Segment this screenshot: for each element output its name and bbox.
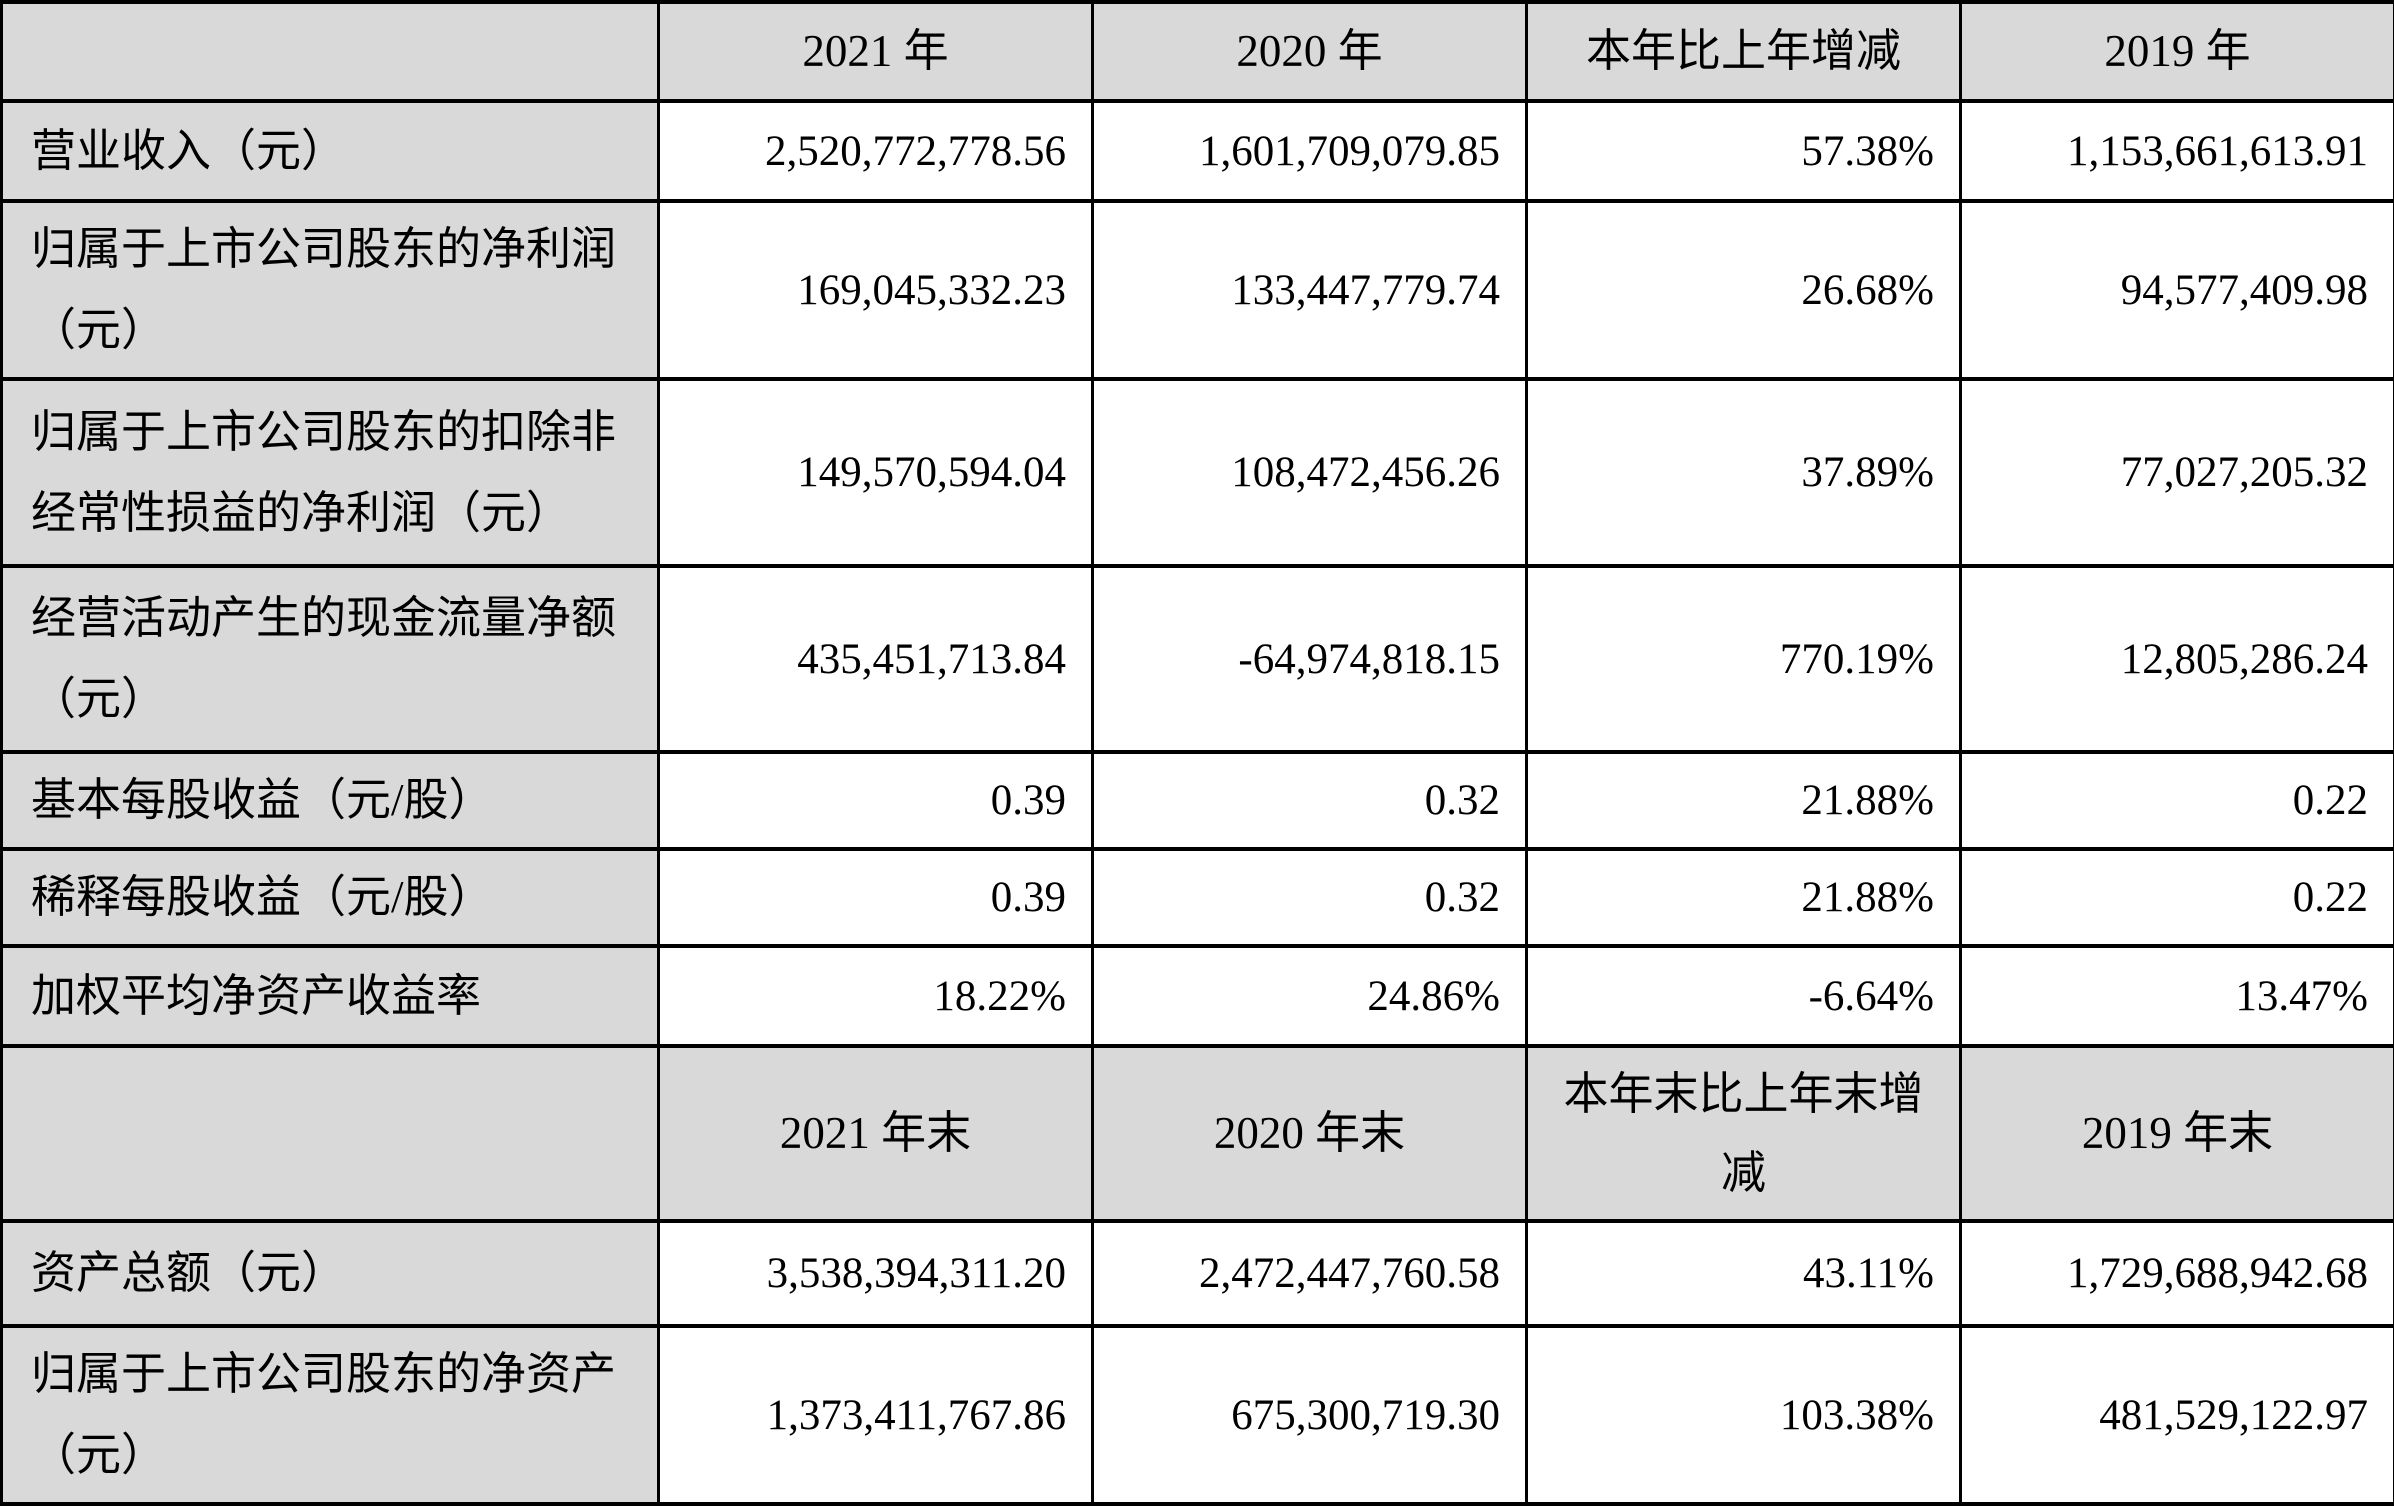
cell-value: -64,974,818.15 — [1093, 566, 1527, 752]
cell-value: 675,300,719.30 — [1093, 1326, 1527, 1504]
table-row-basic-eps: 基本每股收益（元/股） 0.39 0.32 21.88% 0.22 — [2, 752, 2394, 849]
cell-value: 43.11% — [1527, 1221, 1961, 1326]
cell-value: 3,538,394,311.20 — [659, 1221, 1093, 1326]
cell-value: 0.32 — [1093, 849, 1527, 946]
cell-value: 770.19% — [1527, 566, 1961, 752]
cell-value: 0.39 — [659, 849, 1093, 946]
annual-header-row: 2021 年 2020 年 本年比上年增减 2019 年 — [2, 2, 2394, 101]
cell-value: 435,451,713.84 — [659, 566, 1093, 752]
row-label: 营业收入（元） — [2, 101, 659, 201]
cell-value: 57.38% — [1527, 101, 1961, 201]
table-row-diluted-eps: 稀释每股收益（元/股） 0.39 0.32 21.88% 0.22 — [2, 849, 2394, 946]
cell-value: 77,027,205.32 — [1961, 379, 2394, 566]
table-row-weighted-avg-roe: 加权平均净资产收益率 18.22% 24.86% -6.64% 13.47% — [2, 946, 2394, 1046]
cell-value: 2,472,447,760.58 — [1093, 1221, 1527, 1326]
cell-value: 1,729,688,942.68 — [1961, 1221, 2394, 1326]
table-row-total-assets: 资产总额（元） 3,538,394,311.20 2,472,447,760.5… — [2, 1221, 2394, 1326]
cell-value: 481,529,122.97 — [1961, 1326, 2394, 1504]
row-label: 加权平均净资产收益率 — [2, 946, 659, 1046]
cell-value: -6.64% — [1527, 946, 1961, 1046]
table-row-net-profit: 归属于上市公司股东的净利润 （元） 169,045,332.23 133,447… — [2, 201, 2394, 379]
cell-value: 21.88% — [1527, 849, 1961, 946]
cell-value: 0.22 — [1961, 752, 2394, 849]
row-label: 归属于上市公司股东的净利润 （元） — [2, 201, 659, 379]
corner-cell — [2, 2, 659, 101]
cell-value: 1,153,661,613.91 — [1961, 101, 2394, 201]
cell-value: 1,601,709,079.85 — [1093, 101, 1527, 201]
column-header-2019-year-end: 2019 年末 — [1961, 1046, 2394, 1221]
cell-value: 149,570,594.04 — [659, 379, 1093, 566]
cell-value: 18.22% — [659, 946, 1093, 1046]
cell-value: 13.47% — [1961, 946, 2394, 1046]
cell-value: 12,805,286.24 — [1961, 566, 2394, 752]
table-row-net-assets: 归属于上市公司股东的净资产 （元） 1,373,411,767.86 675,3… — [2, 1326, 2394, 1504]
column-header-2019: 2019 年 — [1961, 2, 2394, 101]
cell-value: 94,577,409.98 — [1961, 201, 2394, 379]
row-label: 稀释每股收益（元/股） — [2, 849, 659, 946]
row-label: 归属于上市公司股东的扣除非 经常性损益的净利润（元） — [2, 379, 659, 566]
cell-value: 169,045,332.23 — [659, 201, 1093, 379]
column-header-2020: 2020 年 — [1093, 2, 1527, 101]
row-label: 资产总额（元） — [2, 1221, 659, 1326]
cell-value: 21.88% — [1527, 752, 1961, 849]
cell-value: 0.22 — [1961, 849, 2394, 946]
table-row-net-profit-excl-nonrecurring: 归属于上市公司股东的扣除非 经常性损益的净利润（元） 149,570,594.0… — [2, 379, 2394, 566]
cell-value: 2,520,772,778.56 — [659, 101, 1093, 201]
cell-value: 0.32 — [1093, 752, 1527, 849]
table-row-operating-cash-flow: 经营活动产生的现金流量净额 （元） 435,451,713.84 -64,974… — [2, 566, 2394, 752]
row-label: 基本每股收益（元/股） — [2, 752, 659, 849]
year-end-header-row: 2021 年末 2020 年末 本年末比上年末增 减 2019 年末 — [2, 1046, 2394, 1221]
column-header-2020-year-end: 2020 年末 — [1093, 1046, 1527, 1221]
row-label: 经营活动产生的现金流量净额 （元） — [2, 566, 659, 752]
column-header-2021: 2021 年 — [659, 2, 1093, 101]
cell-value: 24.86% — [1093, 946, 1527, 1046]
cell-value: 103.38% — [1527, 1326, 1961, 1504]
cell-value: 133,447,779.74 — [1093, 201, 1527, 379]
column-header-yoy-change: 本年比上年增减 — [1527, 2, 1961, 101]
row-label: 归属于上市公司股东的净资产 （元） — [2, 1326, 659, 1504]
column-header-2021-year-end: 2021 年末 — [659, 1046, 1093, 1221]
cell-value: 1,373,411,767.86 — [659, 1326, 1093, 1504]
cell-value: 37.89% — [1527, 379, 1961, 566]
column-header-year-end-change: 本年末比上年末增 减 — [1527, 1046, 1961, 1221]
cell-value: 0.39 — [659, 752, 1093, 849]
table-row-operating-revenue: 营业收入（元） 2,520,772,778.56 1,601,709,079.8… — [2, 101, 2394, 201]
corner-cell — [2, 1046, 659, 1221]
cell-value: 26.68% — [1527, 201, 1961, 379]
cell-value: 108,472,456.26 — [1093, 379, 1527, 566]
